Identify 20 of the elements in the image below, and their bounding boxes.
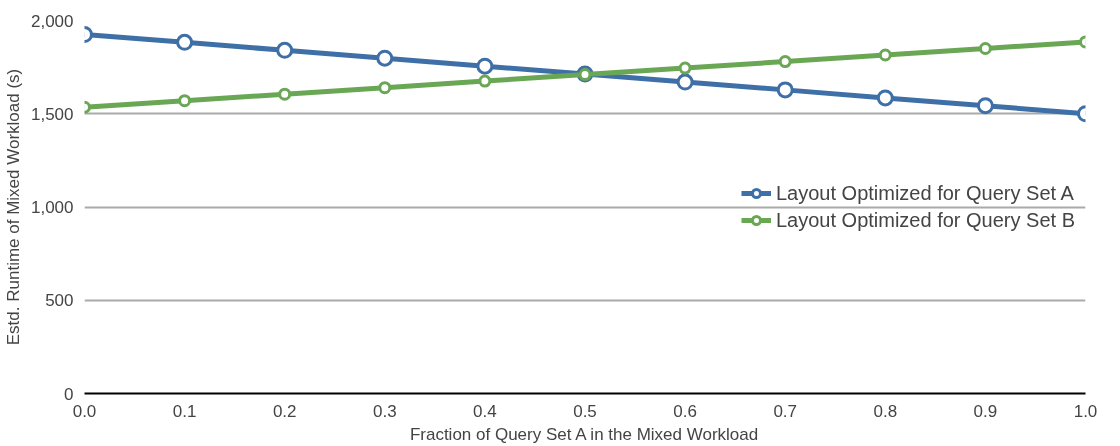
x-tick-label: 0.6 (673, 401, 697, 421)
x-tick-label: 0.9 (973, 401, 998, 421)
x-tick-label: 0.2 (272, 401, 297, 421)
x-tick-label: 0.0 (72, 401, 97, 421)
y-axis-title: Estd. Runtime of Mixed Workload (s) (3, 68, 23, 346)
legend-label: Layout Optimized for Query Set A (775, 181, 1074, 205)
y-tick-label: 1,000 (30, 198, 74, 217)
y-tick-label: 0 (64, 384, 74, 404)
x-tick-label: 1.0 (1073, 401, 1098, 421)
y-tick-label: 1,500 (30, 104, 74, 124)
y-tick-label: 2,000 (30, 11, 74, 31)
y-tick-label: 500 (45, 291, 74, 311)
x-tick-label: 0.1 (172, 401, 197, 421)
x-tick-label: 0.8 (873, 401, 898, 421)
legend-label: Layout Optimized for Query Set B (775, 208, 1075, 232)
x-tick-label: 0.5 (573, 401, 597, 421)
x-axis-title: Fraction of Query Set A in the Mixed Workload (409, 424, 759, 444)
x-tick-label: 0.7 (773, 401, 798, 421)
x-tick-label: 0.4 (473, 401, 497, 421)
x-tick-label: 0.3 (372, 401, 397, 421)
